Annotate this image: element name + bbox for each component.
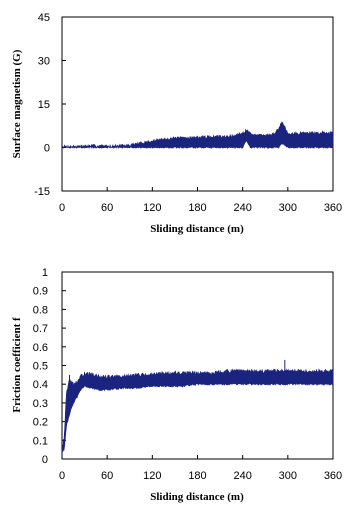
magnetism-y-axis-title: Surface magnetism (G) (11, 49, 23, 158)
friction-y-axis-title: Friction coefficient f (11, 317, 23, 413)
friction-plot-frame (61, 271, 334, 460)
friction-ticks: 0 60 120 180 240 300 360 0 0.1 0.2 0.3 0.4 0.5 0.6 0.7… (33, 267, 342, 482)
magnetism-x-tick-label: 360 (324, 202, 342, 214)
friction-y-tick-label: 0.7 (33, 323, 48, 335)
friction-x-tick-label: 300 (279, 470, 297, 482)
friction-x-tick-label: 0 (59, 470, 65, 482)
friction-x-tick-label: 60 (101, 470, 113, 482)
magnetism-x-axis-title: Sliding distance (m) (150, 223, 244, 235)
magnetism-x-tick-label: 60 (101, 202, 113, 214)
friction-y-tick-label: 0.8 (33, 304, 48, 316)
magnetism-ticks: 0 60 120 180 240 300 360 -15 0 15 30 45 (34, 12, 342, 214)
friction-x-tick-label: 240 (233, 470, 251, 482)
magnetism-x-tick-label: 300 (279, 202, 297, 214)
magnetism-chart: 0 60 120 180 240 300 360 -15 0 15 30 45 Sliding dis… (11, 12, 342, 235)
friction-y-tick-label: 0 (42, 454, 48, 466)
magnetism-x-tick-label: 0 (59, 202, 65, 214)
friction-x-tick-label: 120 (143, 470, 161, 482)
magnetism-x-tick-label: 180 (188, 202, 206, 214)
friction-y-tick-label: 0.9 (33, 286, 48, 298)
friction-y-tick-label: 1 (42, 267, 48, 279)
magnetism-signal-band (61, 121, 334, 149)
magnetism-y-tick-label: -15 (34, 186, 50, 198)
friction-spikes (69, 359, 286, 381)
magnetism-y-tick-label: 0 (44, 143, 50, 155)
friction-chart: 0 60 120 180 240 300 360 0 0.1 0.2 0.3 0.4 0.5 0.6 0.7… (11, 267, 342, 503)
friction-y-axis-title-text: Friction coefficient f (11, 317, 23, 413)
magnetism-x-tick-label: 120 (143, 202, 161, 214)
friction-y-tick-label: 0.4 (33, 379, 48, 391)
magnetism-y-tick-label: 45 (38, 12, 50, 24)
friction-y-tick-label: 0.2 (33, 417, 48, 429)
friction-y-tick-label: 0.6 (33, 342, 48, 354)
friction-y-tick-label: 0.3 (33, 398, 48, 410)
friction-signal-band (61, 368, 334, 453)
magnetism-y-tick-label: 15 (38, 99, 50, 111)
magnetism-y-tick-label: 30 (38, 56, 50, 68)
magnetism-plot-frame (61, 16, 334, 192)
friction-x-axis-title: Sliding distance (m) (150, 491, 244, 503)
friction-x-tick-label: 360 (324, 470, 342, 482)
magnetism-x-tick-label: 240 (233, 202, 251, 214)
friction-y-tick-label: 0.1 (33, 435, 48, 447)
friction-y-tick-label: 0.5 (33, 361, 48, 373)
friction-x-tick-label: 180 (188, 470, 206, 482)
